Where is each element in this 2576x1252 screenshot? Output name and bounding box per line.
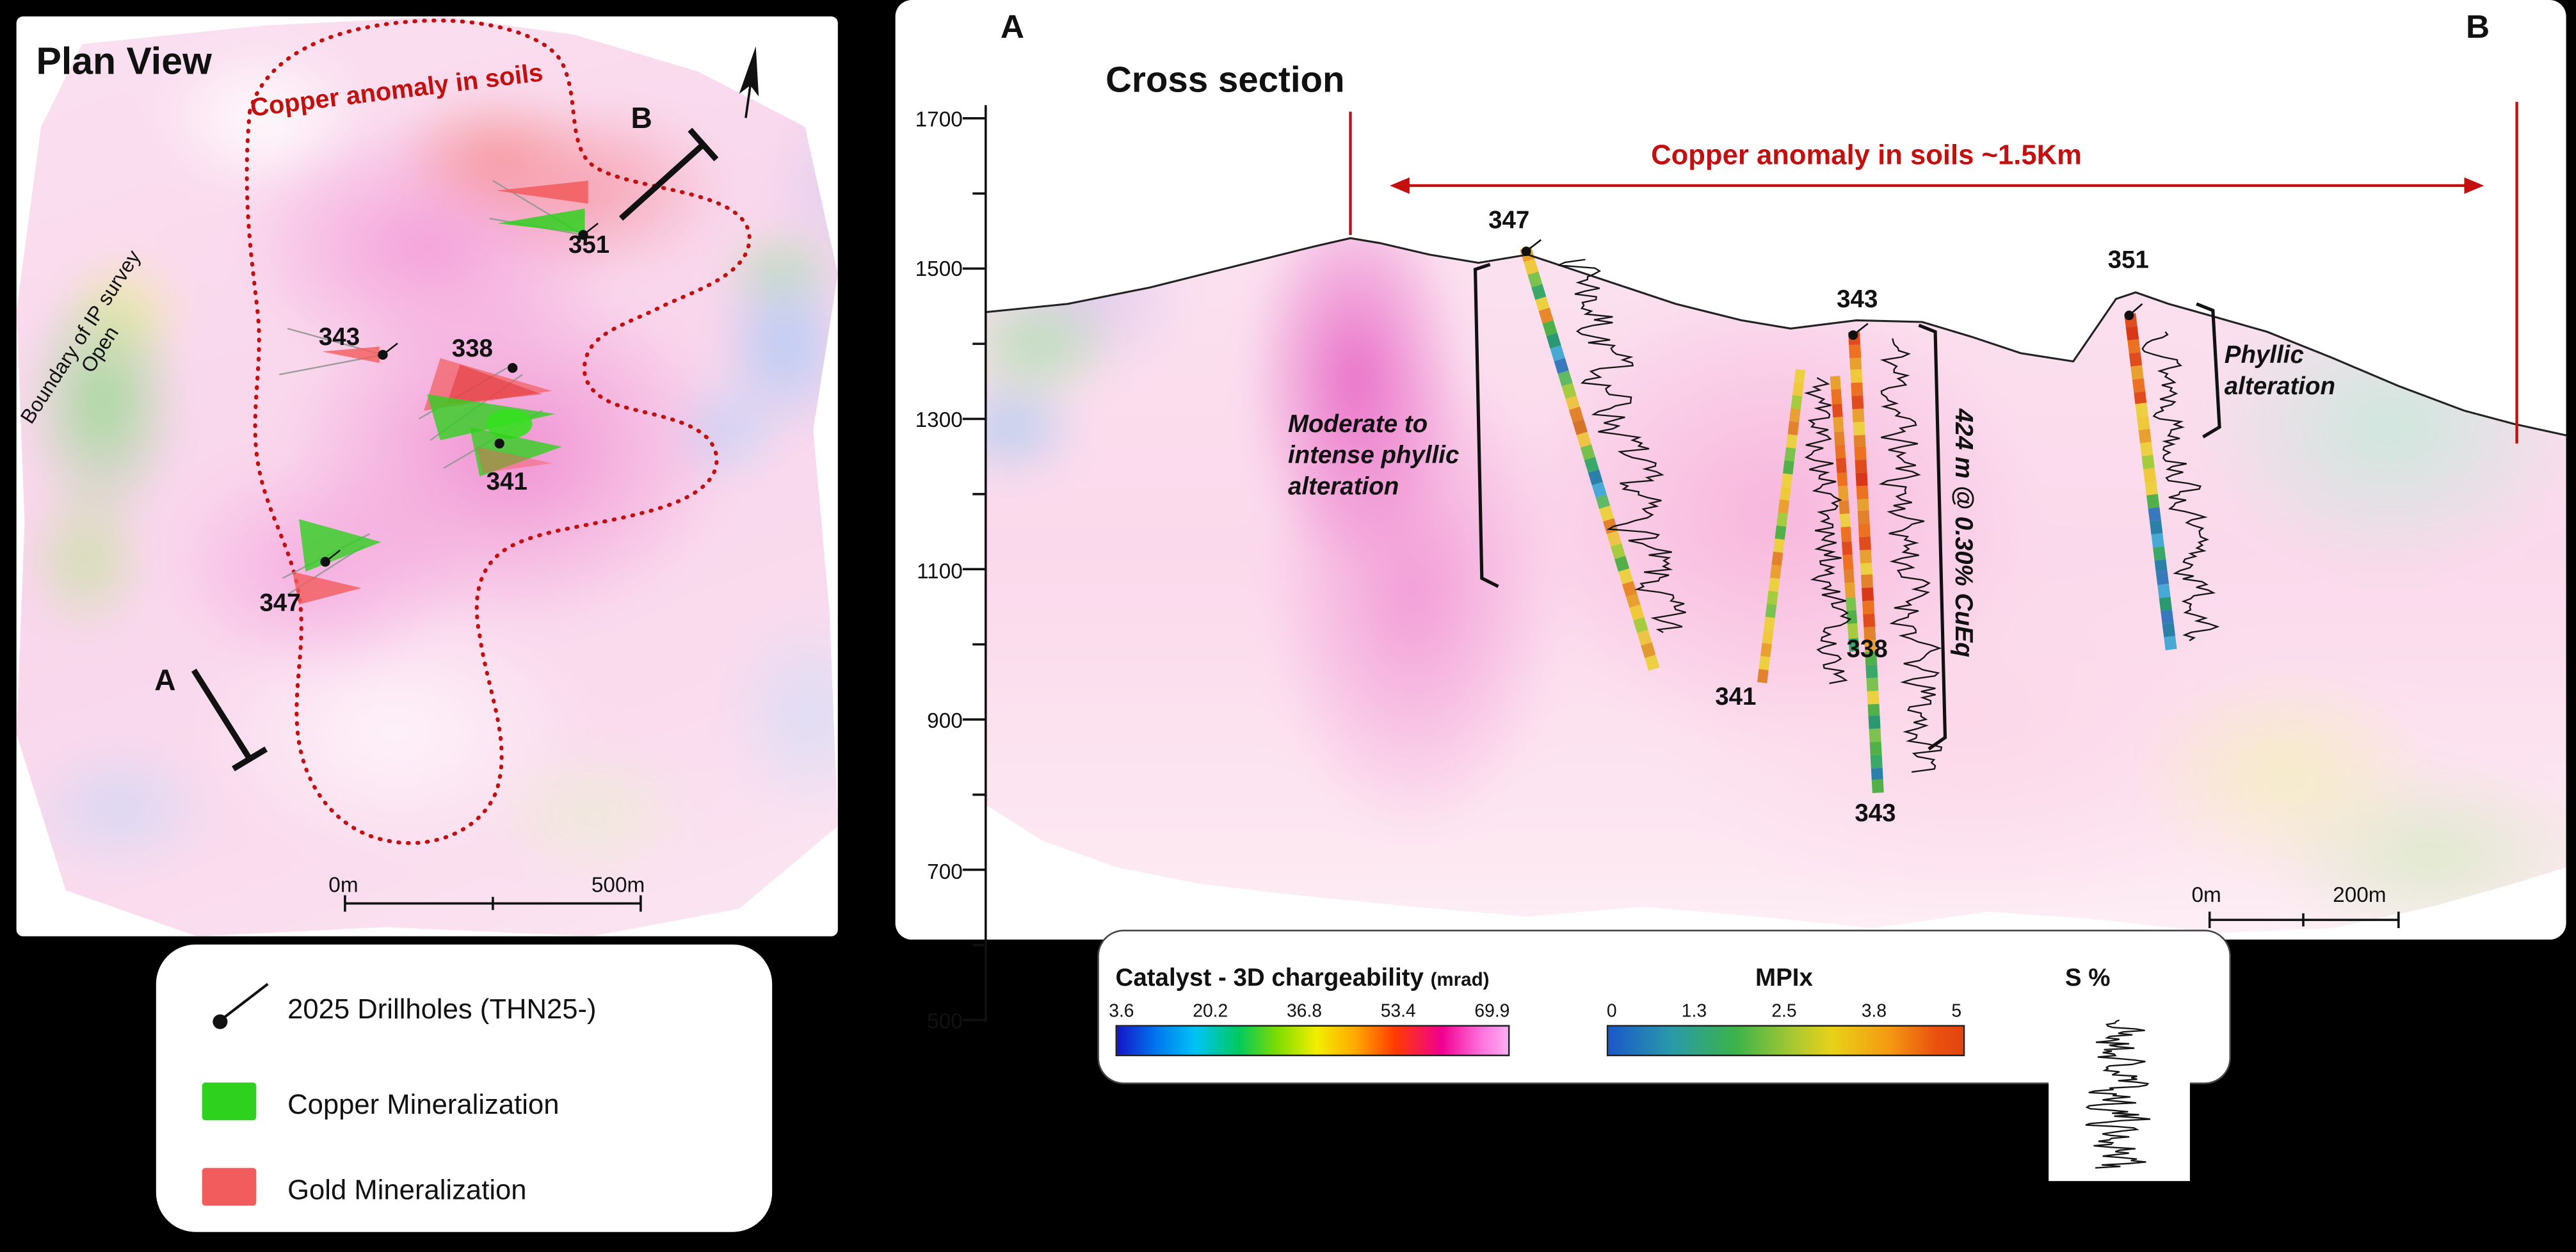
plan-heatmap-paint — [16, 16, 838, 936]
cross-hole-343-top: 343 — [1837, 285, 1878, 314]
cross-end-a: A — [1000, 10, 1024, 46]
cross-end-b: B — [2466, 10, 2490, 46]
plan-title: Plan View — [36, 39, 212, 83]
cross-hole-347: 347 — [1488, 207, 1530, 235]
cross-hole-351: 351 — [2107, 246, 2149, 275]
elev-1500: 1500 — [915, 256, 963, 281]
chargeability-title-unit: (mrad) — [1430, 970, 1490, 991]
chargeability-title: Catalyst - 3D chargeability (mrad) — [1116, 964, 1490, 992]
sulfur-log-curve — [2085, 1019, 2151, 1169]
mpix-tick-4: 5 — [1951, 1002, 1962, 1022]
charge-tick-0: 3.6 — [1109, 1002, 1134, 1022]
plan-hole-343: 343 — [318, 323, 360, 352]
legend-copper-swatch — [202, 1082, 257, 1121]
plan-scale-start: 0m — [328, 872, 358, 897]
cross-scale-start: 0m — [2191, 882, 2221, 907]
plan-view-panel — [16, 16, 838, 936]
legend-drillholes-label: 2025 Drillholes (THN25-) — [287, 993, 597, 1025]
chargeability-colorbar — [1115, 1025, 1510, 1057]
drillhole-symbol-icon — [213, 983, 269, 1029]
mpix-tick-1: 1.3 — [1681, 1002, 1707, 1022]
cross-hole-343-bottom: 343 — [1855, 799, 1896, 828]
cross-title: Cross section — [1106, 59, 1345, 100]
plan-hole-347: 347 — [259, 590, 301, 618]
mpix-tick-3: 3.8 — [1861, 1002, 1887, 1022]
colorbar-legend-box: Catalyst - 3D chargeability (mrad) 3.6 2… — [1097, 929, 2232, 1182]
legend-copper-label: Copper Mineralization — [287, 1089, 559, 1121]
mpix-colorbar — [1606, 1025, 1965, 1057]
plan-scale-end: 500m — [591, 872, 645, 897]
mpix-ticks: 0 1.3 2.5 3.8 5 — [1607, 1002, 1961, 1022]
cross-anomaly-span-label: Copper anomaly in soils ~1.5Km — [1651, 140, 2082, 171]
legend-gold-swatch — [202, 1168, 257, 1206]
plan-section-a-label: A — [154, 663, 176, 697]
annotation-interval: 424 m @ 0.30% CuEq — [1949, 408, 1977, 657]
sulfur-title: S % — [2065, 964, 2111, 993]
elev-700: 700 — [927, 859, 963, 884]
charge-tick-3: 53.4 — [1380, 1002, 1416, 1022]
charge-tick-4: 69.9 — [1474, 1002, 1510, 1022]
charge-tick-1: 20.2 — [1193, 1002, 1228, 1022]
plan-heatmap — [16, 16, 838, 936]
legend-gold-label: Gold Mineralization — [287, 1174, 527, 1206]
annotation-phyllic-right: Phyllic alteration — [2224, 341, 2336, 401]
sulfur-curve-box — [2049, 1007, 2190, 1182]
elev-900: 900 — [927, 708, 963, 733]
elev-1700: 1700 — [915, 106, 963, 132]
mpix-tick-2: 2.5 — [1771, 1002, 1797, 1022]
cross-scale-end: 200m — [2333, 882, 2387, 907]
plan-hole-341: 341 — [486, 468, 527, 497]
chargeability-title-main: Catalyst - 3D chargeability — [1115, 964, 1424, 993]
charge-tick-2: 36.8 — [1286, 1002, 1322, 1022]
plan-section-b-label: B — [631, 102, 652, 135]
map-legend-box: 2025 Drillholes (THN25-) Copper Minerali… — [156, 944, 773, 1232]
plan-hole-338: 338 — [451, 335, 493, 364]
mpix-title: MPIx — [1755, 964, 1813, 993]
elev-500: 500 — [927, 1008, 963, 1034]
plan-hole-351: 351 — [568, 231, 610, 260]
elev-1300: 1300 — [915, 407, 963, 432]
elev-1100: 1100 — [917, 558, 963, 584]
assay-log-curve-347 — [1558, 259, 1686, 634]
cross-hole-338: 338 — [1846, 636, 1888, 664]
annotation-phyllic-left: Moderate to intense phyllic alteration — [1287, 410, 1460, 501]
assay-log-curve-343 — [1878, 338, 1943, 773]
mpix-tick-0: 0 — [1606, 1002, 1617, 1022]
cross-hole-341: 341 — [1715, 683, 1757, 712]
chargeability-ticks: 3.6 20.2 36.8 53.4 69.9 — [1109, 1002, 1509, 1022]
